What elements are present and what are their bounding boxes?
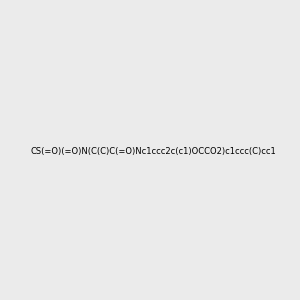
Text: CS(=O)(=O)N(C(C)C(=O)Nc1ccc2c(c1)OCCO2)c1ccc(C)cc1: CS(=O)(=O)N(C(C)C(=O)Nc1ccc2c(c1)OCCO2)c… [31, 147, 277, 156]
